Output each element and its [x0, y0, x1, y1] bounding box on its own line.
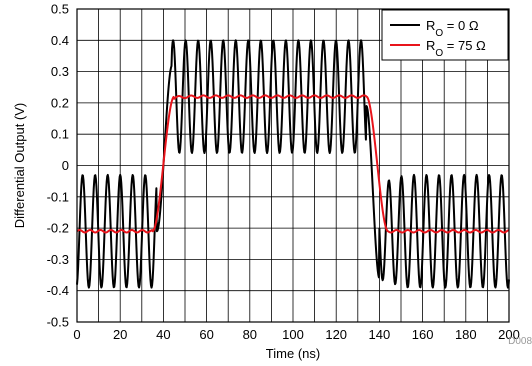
x-axis-label: Time (ns)	[266, 346, 320, 361]
figure-id: D008	[508, 336, 532, 347]
grid	[76, 8, 510, 323]
legend-entry-label: RO = 75 Ω	[426, 38, 486, 59]
y-tick-label: 0.4	[51, 33, 69, 48]
y-axis-label: Differential Output (V)	[12, 103, 27, 228]
legend-entry-label: RO = 0 Ω	[426, 18, 479, 39]
y-tick-label: -0.5	[47, 315, 69, 330]
series-line-ro-75	[76, 94, 510, 234]
x-tick-label: 140	[369, 327, 391, 342]
x-tick-label: 80	[243, 327, 257, 342]
y-tick-label: 0.5	[51, 2, 69, 17]
y-tick-label: -0.3	[47, 252, 69, 267]
x-tick-label: 160	[412, 327, 434, 342]
x-tick-label: 40	[156, 327, 170, 342]
y-tick-label: -0.1	[47, 189, 69, 204]
y-tick-label: 0.2	[51, 95, 69, 110]
x-tick-label: 20	[113, 327, 127, 342]
x-tick-label: 180	[455, 327, 477, 342]
legend-box	[381, 9, 509, 61]
x-tick-label: 120	[325, 327, 347, 342]
y-tick-label: 0.3	[51, 64, 69, 79]
series-line-ro-0	[76, 39, 510, 289]
x-tick-label: 100	[282, 327, 304, 342]
x-tick-labels: 0 20 40 60 80 100 120 140 160 180 200	[73, 327, 519, 342]
series-layer	[76, 39, 510, 289]
y-tick-label: -0.2	[47, 221, 69, 236]
x-tick-label: 200	[498, 327, 520, 342]
plot-frame	[76, 8, 510, 323]
y-tick-labels: -0.5 -0.4 -0.3 -0.2 -0.1 0 0.1 0.2 0.3 0.4 0.5	[47, 2, 69, 330]
x-tick-label: 0	[73, 327, 80, 342]
legend: RO = 0 ΩRO = 75 Ω	[381, 9, 509, 61]
y-tick-label: 0	[62, 158, 69, 173]
y-tick-label: 0.1	[51, 127, 69, 142]
y-tick-label: -0.4	[47, 283, 69, 298]
x-tick-label: 60	[199, 327, 213, 342]
